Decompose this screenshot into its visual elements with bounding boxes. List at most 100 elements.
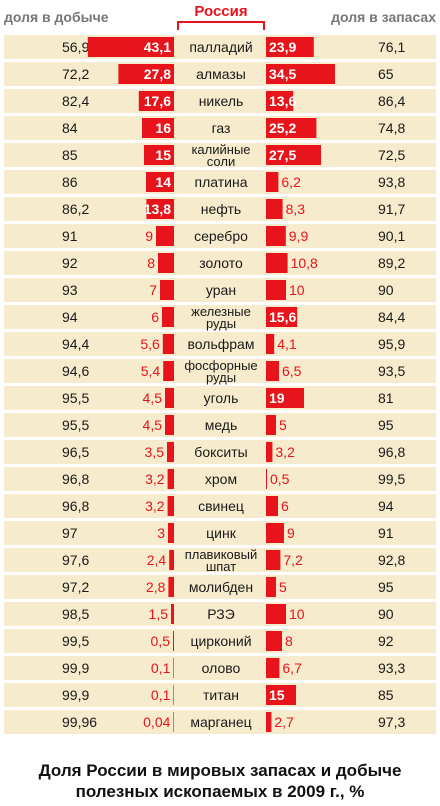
- production-rest-value: 56,9: [62, 39, 89, 55]
- reserves-bar: [266, 172, 279, 192]
- reserves-rest-value: 74,8: [378, 120, 405, 136]
- reserves-bar: [266, 415, 276, 435]
- reserves-bar: [266, 118, 317, 138]
- production-value-label: 0,1: [151, 660, 171, 676]
- row-band: [4, 440, 436, 464]
- caption-line-1: Доля России в мировых запасах и добыче: [38, 761, 402, 780]
- reserves-value-label: 10: [289, 606, 305, 622]
- production-rest-value: 99,9: [62, 687, 89, 703]
- reserves-value-label: 19: [269, 390, 285, 406]
- header-left-label: доля в добыче: [4, 9, 109, 25]
- production-bar: [167, 496, 174, 516]
- reserves-value-label: 15: [269, 687, 285, 703]
- row-band: [4, 305, 436, 329]
- reserves-value-label: 13,6: [269, 93, 296, 109]
- production-bar: [165, 388, 174, 408]
- reserves-rest-value: 91,7: [378, 201, 405, 217]
- reserves-bar: [266, 604, 286, 624]
- category-label-line-2: соли: [207, 154, 235, 169]
- row-band: [4, 575, 436, 599]
- production-value-label: 0,1: [151, 687, 171, 703]
- reserves-bar: [266, 523, 284, 543]
- reserves-bar: [266, 442, 273, 462]
- reserves-rest-value: 93,3: [378, 660, 405, 676]
- category-label: алмазы: [196, 66, 246, 82]
- production-value-label: 27,8: [144, 66, 171, 82]
- reserves-value-label: 9: [287, 525, 295, 541]
- reserves-value-label: 10: [289, 282, 305, 298]
- production-rest-value: 92: [62, 255, 78, 271]
- production-bar: [146, 172, 174, 192]
- category-label-line-2: шпат: [206, 559, 236, 574]
- production-value-label: 0,04: [143, 714, 170, 730]
- reserves-rest-value: 97,3: [378, 714, 405, 730]
- reserves-value-label: 23,9: [269, 39, 296, 55]
- reserves-rest-value: 96,8: [378, 444, 405, 460]
- reserves-bar: [266, 685, 296, 705]
- category-label: титан: [203, 687, 239, 703]
- production-value-label: 15: [155, 147, 171, 163]
- category-label: молибден: [189, 579, 253, 595]
- production-rest-value: 72,2: [62, 66, 89, 82]
- production-bar: [173, 685, 174, 705]
- category-label: палладий: [189, 39, 252, 55]
- production-rest-value: 99,5: [62, 633, 89, 649]
- reserves-bar: [266, 496, 278, 516]
- row-band: [4, 332, 436, 356]
- production-bar: [171, 604, 174, 624]
- reserves-rest-value: 91: [378, 525, 394, 541]
- category-label: вольфрам: [188, 336, 255, 352]
- reserves-value-label: 34,5: [269, 66, 296, 82]
- row-band: [4, 656, 436, 680]
- production-value-label: 1,5: [149, 606, 169, 622]
- production-bar: [142, 118, 174, 138]
- chart-rows: 56,9 43,1 палладий 23,9 76,172,2 27,8 алмазы 34…: [4, 35, 436, 734]
- production-bar: [156, 226, 174, 246]
- reserves-bar: [266, 361, 279, 381]
- row-band: [4, 494, 436, 518]
- production-value-label: 13,8: [144, 201, 171, 217]
- row-band: [4, 413, 436, 437]
- production-value-label: 16: [155, 120, 171, 136]
- category-label: свинец: [198, 498, 244, 514]
- category-label: уголь: [204, 390, 239, 406]
- production-value-label: 8: [147, 255, 155, 271]
- production-value-label: 17,6: [144, 93, 171, 109]
- row-band: [4, 386, 436, 410]
- header-center-label: Россия: [194, 3, 247, 20]
- category-label: уран: [206, 282, 236, 298]
- row-band: [4, 35, 436, 59]
- reserves-value-label: 10,8: [291, 255, 318, 271]
- category-label-line-2: руды: [206, 316, 236, 331]
- production-value-label: 3,2: [145, 471, 165, 487]
- row-band: [4, 116, 436, 140]
- reserves-rest-value: 89,2: [378, 255, 405, 271]
- production-rest-value: 96,5: [62, 444, 89, 460]
- reserves-value-label: 6: [281, 498, 289, 514]
- production-rest-value: 91: [62, 228, 78, 244]
- production-rest-value: 97,6: [62, 552, 89, 568]
- production-value-label: 7: [149, 282, 157, 298]
- reserves-bar: [266, 199, 283, 219]
- header-bracket: [177, 21, 265, 30]
- category-label-line-1: плавиковый: [185, 547, 258, 562]
- production-rest-value: 86: [62, 174, 78, 190]
- reserves-rest-value: 90: [378, 282, 394, 298]
- production-value-label: 14: [155, 174, 171, 190]
- reserves-bar: [266, 91, 294, 111]
- category-label-line-1: железные: [191, 304, 251, 319]
- reserves-value-label: 6,2: [281, 174, 301, 190]
- row-band: [4, 143, 436, 167]
- reserves-rest-value: 92,8: [378, 552, 405, 568]
- production-rest-value: 84: [62, 120, 78, 136]
- category-label-line-1: фосфорные: [184, 358, 257, 373]
- production-bar: [162, 334, 174, 354]
- category-label: газ: [212, 120, 231, 136]
- reserves-value-label: 5: [279, 579, 287, 595]
- reserves-bar: [266, 658, 280, 678]
- production-value-label: 3,2: [145, 498, 165, 514]
- production-rest-value: 85: [62, 147, 78, 163]
- category-label: нефть: [201, 201, 241, 217]
- reserves-value-label: 27,5: [269, 147, 296, 163]
- reserves-rest-value: 86,4: [378, 93, 405, 109]
